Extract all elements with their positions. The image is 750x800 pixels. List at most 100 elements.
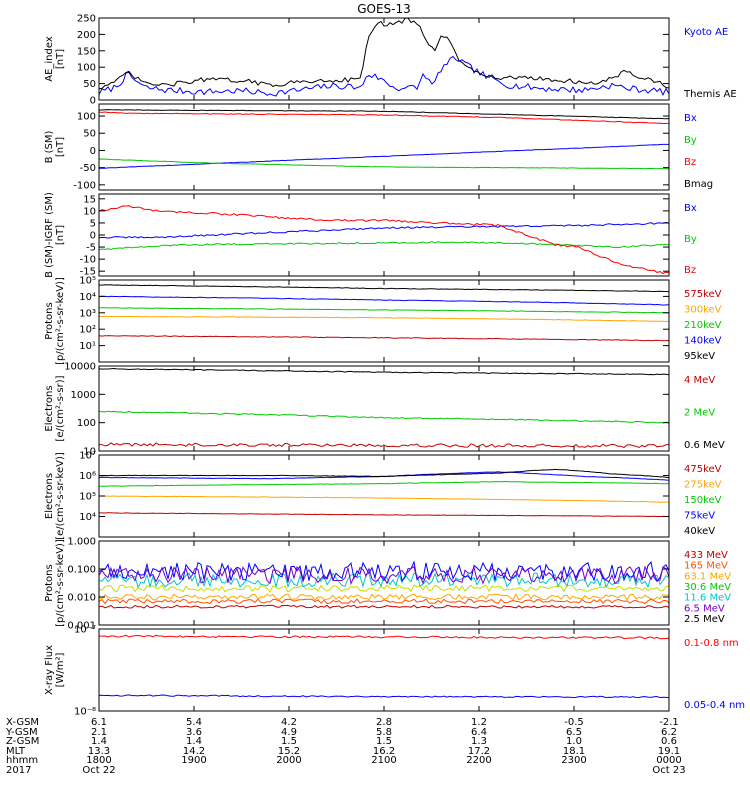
x-axis-value: 6.5 [566, 727, 582, 738]
x-axis-value: 0.6 [661, 736, 677, 747]
y-tick-label: 10² [79, 325, 96, 336]
series-line [98, 471, 670, 481]
x-axis-value: 6.4 [471, 727, 487, 738]
series-line [98, 284, 670, 293]
y-tick-label: 10⁷ [79, 451, 96, 462]
y-tick-label: 200 [77, 30, 96, 41]
legend-entry: 0.05-0.4 nm [684, 700, 745, 711]
legend-entry: Bz [684, 265, 696, 276]
x-axis-value: 2.1 [91, 727, 107, 738]
series-line [98, 572, 670, 589]
y-axis-label: [p/(cm²-s-sr-keV)] [55, 277, 66, 365]
y-axis-label: B (SM)-IGRF (SM) [44, 192, 55, 278]
panel-xray: 10⁻⁸ 10⁻⁷ X-ray Flux [W/m²] 0.1-0.8 nm 0.05-0… [44, 625, 745, 718]
x-axis-value: 1.5 [376, 736, 392, 747]
x-axis-value: 13.3 [88, 746, 110, 757]
y-axis-label: Protons [44, 302, 55, 339]
x-axis-value: -2.1 [659, 717, 679, 728]
series-line [99, 109, 670, 120]
series-line [98, 410, 670, 424]
panel-ae: 0 50 100 150 200 250 AE_index [nT] Kyoto AE Themi… [44, 14, 737, 107]
series-line [98, 593, 670, 601]
series-line [98, 143, 669, 169]
legend-entry: 30.6 MeV [684, 582, 731, 593]
x-axis-value: 1.2 [471, 717, 487, 728]
y-tick-label: 15 [83, 194, 96, 205]
y-tick-label: 10⁴ [79, 512, 96, 523]
y-axis-label: Protons [44, 564, 55, 601]
x-axis-value: 1.3 [471, 736, 487, 747]
y-tick-label: 0 [90, 231, 96, 242]
x-axis-value: Oct 22 [82, 765, 115, 776]
series-line [99, 495, 670, 503]
y-axis-label: [e/(cm²-s-sr)] [55, 375, 66, 441]
y-tick-label: 10 [83, 447, 96, 458]
y-axis-label: [W/m²] [55, 652, 66, 687]
y-tick-label: 0 [90, 146, 96, 157]
legend-entry: 140keV [684, 336, 722, 347]
legend-entry: 4 MeV [684, 375, 715, 386]
x-axis-row-label: Z-GSM [6, 736, 39, 747]
series-line [98, 221, 670, 239]
series-line [98, 295, 670, 306]
legend-entry: 2.5 MeV [684, 614, 725, 625]
y-axis-label: Electrons [44, 385, 55, 431]
panel-electrons_mev: 10 100 1000 10000 Electrons [e/(cm²-s-sr)] 4 M… [44, 362, 725, 458]
x-axis-value: 1900 [181, 755, 206, 766]
series-line [98, 442, 670, 449]
y-tick-label: 0 [90, 96, 96, 107]
panel-protons_mev: 0.001 0.010 0.100 1.000 Protons [p/(cm²-s-sr-… [44, 537, 731, 632]
legend-entry: 150keV [684, 495, 722, 506]
legend-entry: 40keV [684, 526, 715, 537]
series-line [98, 694, 670, 699]
x-axis-value: 2100 [371, 755, 396, 766]
y-tick-label: 1.000 [67, 537, 96, 548]
legend-entry: 75keV [684, 511, 715, 522]
y-tick-label: -5 [86, 243, 96, 254]
y-tick-label: 1000 [71, 390, 96, 401]
series-line [98, 307, 670, 314]
x-axis-row-label: 2017 [6, 765, 31, 776]
y-tick-label: 50 [83, 79, 96, 90]
x-axis-value: 18.1 [563, 746, 585, 757]
legend-entry: Bmag [684, 179, 713, 190]
panel-bsm: -100 -50 0 50 100 B (SM) [nT] Bx By Bz Bmag [44, 103, 713, 191]
legend-entry: 63.1 MeV [684, 571, 731, 582]
legend-entry: Themis AE [683, 89, 737, 100]
legend-entry: 0.1-0.8 nm [684, 638, 739, 649]
series-line [98, 598, 670, 605]
x-axis-value: 2200 [466, 755, 491, 766]
y-axis-label: Electrons [44, 473, 55, 519]
y-tick-label: 10⁵ [79, 276, 96, 287]
panel-frame [98, 628, 670, 712]
y-tick-label: 10 [83, 206, 96, 217]
legend-entry: 433 MeV [684, 550, 728, 561]
y-axis-label: [nT] [55, 225, 66, 245]
x-axis-value: 2.8 [376, 717, 392, 728]
x-axis-ephemeris: X-GSMY-GSMZ-GSMMLThhmm20176.12.11.413.31… [5, 717, 686, 776]
x-axis-value: 17.2 [468, 746, 490, 757]
panel-frame [98, 193, 670, 277]
legend-entry: 475keV [684, 464, 722, 475]
x-axis-value: 1.5 [281, 736, 297, 747]
y-tick-label: -100 [73, 180, 96, 191]
y-tick-label: 10⁶ [79, 471, 96, 482]
x-axis-value: -0.5 [564, 717, 584, 728]
y-axis-label: X-ray Flux [44, 645, 55, 695]
x-axis-value: 4.9 [281, 727, 297, 738]
y-axis-label: [nT] [55, 137, 66, 157]
x-axis-value: 14.2 [183, 746, 205, 757]
series-line [99, 315, 670, 323]
y-tick-label: 100 [77, 112, 96, 123]
series-line [98, 205, 670, 275]
x-axis-value: 1800 [86, 755, 111, 766]
series-line [98, 17, 670, 90]
series-line [98, 158, 670, 170]
panel-frame [98, 540, 670, 626]
y-tick-label: -10 [80, 255, 96, 266]
y-axis-label: AE_index [44, 36, 55, 82]
y-tick-label: 10¹ [79, 341, 96, 352]
legend-entry: 0.6 MeV [684, 440, 725, 451]
